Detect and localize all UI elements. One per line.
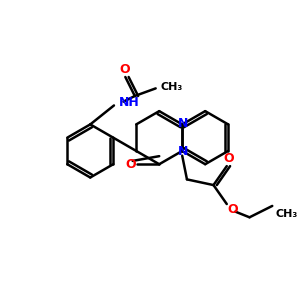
Text: O: O (223, 152, 234, 165)
Text: O: O (125, 158, 136, 171)
Text: NH: NH (119, 96, 140, 109)
Text: CH₃: CH₃ (160, 82, 183, 92)
Text: O: O (119, 63, 130, 76)
Text: N: N (178, 117, 188, 130)
Text: CH₃: CH₃ (275, 208, 297, 218)
Text: O: O (227, 203, 238, 216)
Text: N: N (178, 146, 188, 158)
